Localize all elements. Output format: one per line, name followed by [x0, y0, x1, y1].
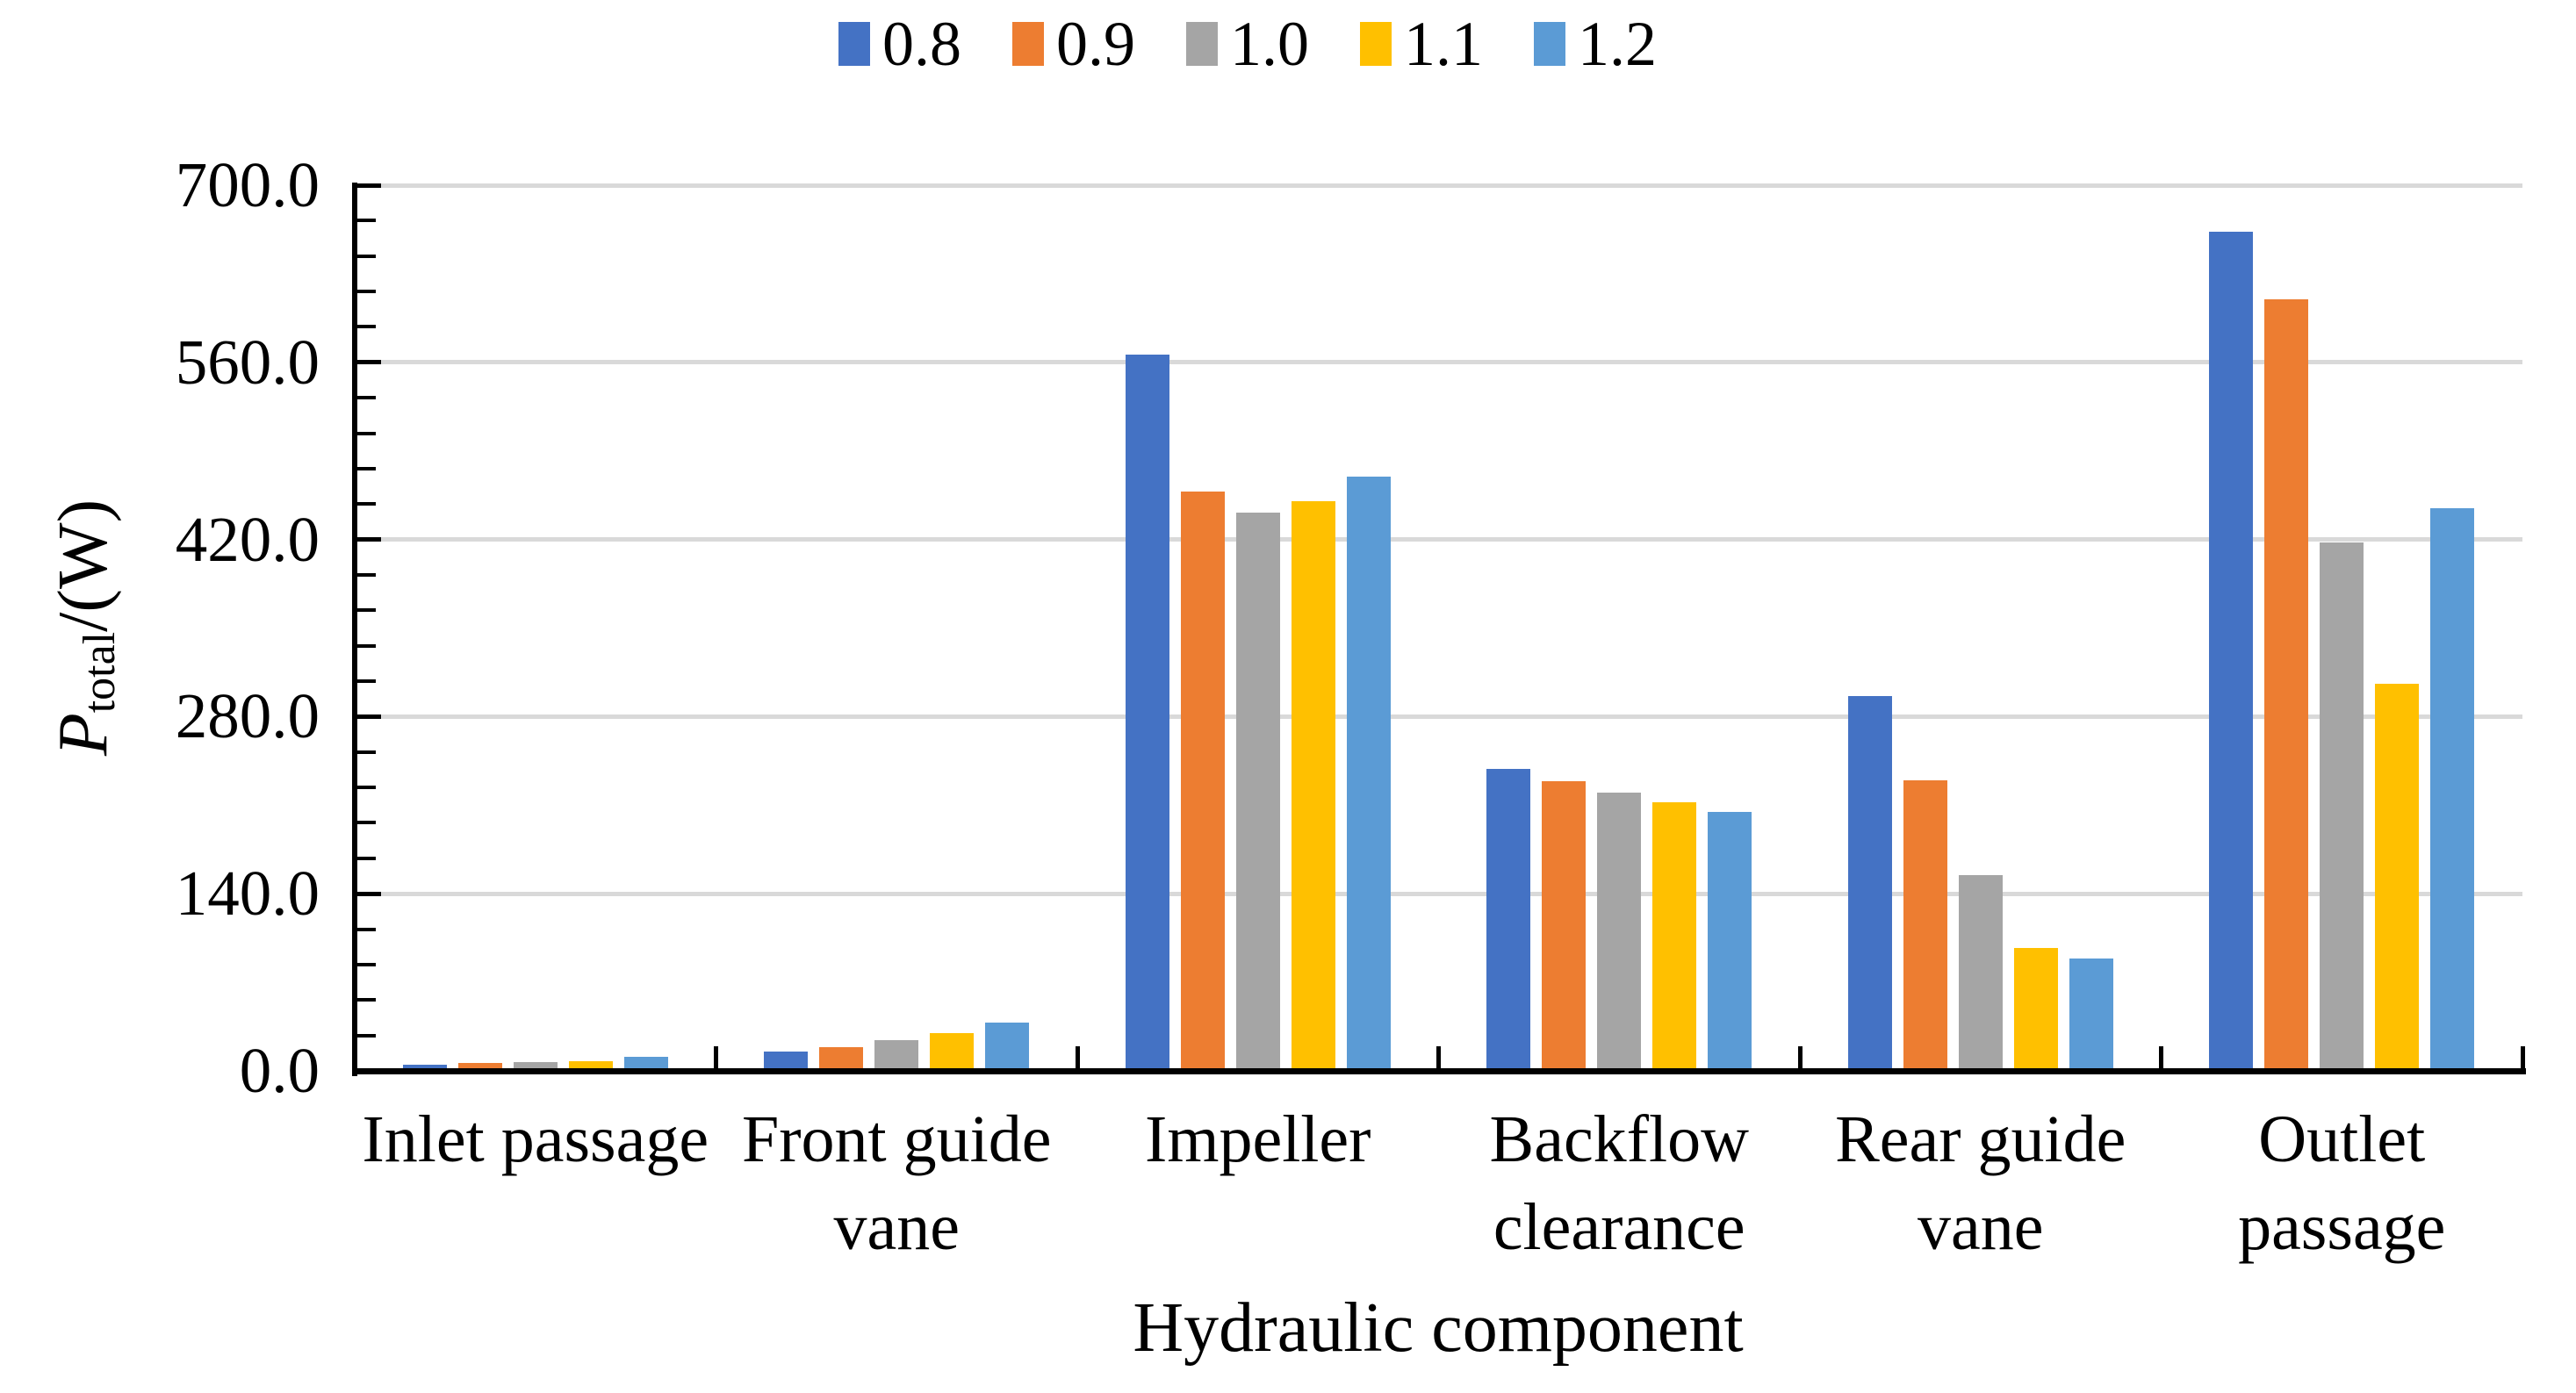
legend-label: 1.0 — [1230, 9, 1309, 79]
y-minor-tick — [357, 325, 376, 329]
category-label: Inlet passage — [362, 1102, 709, 1176]
category-label: Outlet passage — [2238, 1102, 2446, 1265]
bar — [513, 1061, 558, 1071]
bar — [1708, 811, 1752, 1071]
x-tick — [1797, 1046, 1802, 1071]
legend-label: 0.8 — [882, 9, 961, 79]
y-minor-tick — [357, 786, 376, 790]
bar — [1346, 476, 1391, 1071]
bar — [1847, 696, 1892, 1071]
gridline — [355, 891, 2522, 896]
legend-swatch — [1534, 22, 1565, 66]
y-axis-line — [352, 183, 357, 1076]
category-label: Backflow clearance — [1489, 1102, 1749, 1265]
category-label: Rear guide vane — [1835, 1102, 2126, 1265]
legend-item: 0.9 — [1012, 12, 1135, 75]
bar — [2209, 232, 2254, 1071]
legend-label: 1.2 — [1578, 9, 1657, 79]
y-minor-tick — [357, 502, 376, 506]
y-tick-label: 140.0 — [175, 858, 320, 930]
legend-swatch — [838, 22, 870, 66]
bar — [2013, 948, 2058, 1071]
y-minor-tick — [357, 750, 376, 754]
bar — [1652, 802, 1697, 1071]
y-minor-tick — [357, 962, 376, 966]
legend-item: 0.8 — [838, 12, 961, 75]
x-axis-title: Hydraulic component — [1133, 1289, 1744, 1367]
y-minor-tick — [357, 927, 376, 931]
bar — [2375, 683, 2420, 1071]
y-major-tick — [357, 891, 381, 896]
bar — [1958, 874, 2003, 1071]
bar — [930, 1032, 975, 1071]
y-tick-label: 700.0 — [175, 149, 320, 220]
y-minor-tick — [357, 396, 376, 400]
bar — [2320, 542, 2364, 1071]
x-tick — [1075, 1046, 1080, 1071]
y-major-tick — [357, 183, 381, 188]
legend-item: 1.0 — [1186, 12, 1309, 75]
bar — [1542, 780, 1587, 1071]
y-major-tick — [357, 537, 381, 542]
bar — [1125, 355, 1169, 1071]
y-tick-label: 280.0 — [175, 680, 320, 752]
bar — [1235, 513, 1280, 1071]
y-minor-tick — [357, 679, 376, 684]
y-minor-tick — [357, 821, 376, 825]
gridline — [355, 537, 2522, 542]
y-minor-tick — [357, 1033, 376, 1038]
x-tick — [714, 1046, 718, 1071]
bar — [764, 1052, 809, 1071]
y-minor-tick — [357, 290, 376, 294]
legend-label: 0.9 — [1056, 9, 1135, 79]
legend: 0.8 0.9 1.0 1.1 1.2 — [838, 12, 1657, 75]
x-axis-line — [352, 1068, 2526, 1074]
category-label: Impeller — [1145, 1102, 1371, 1176]
bar — [985, 1023, 1030, 1071]
bar — [2264, 298, 2309, 1071]
bar — [2430, 507, 2475, 1071]
gridline — [355, 360, 2522, 365]
x-tick — [1436, 1046, 1441, 1071]
y-tick-label: 0.0 — [239, 1035, 320, 1106]
y-minor-tick — [357, 219, 376, 223]
bar — [457, 1063, 502, 1071]
legend-swatch — [1012, 22, 1044, 66]
y-minor-tick — [357, 643, 376, 648]
y-major-tick — [357, 714, 381, 719]
y-minor-tick — [357, 608, 376, 613]
x-tick — [2159, 1046, 2163, 1071]
y-minor-tick — [357, 254, 376, 258]
bar — [2069, 958, 2113, 1071]
y-minor-tick — [357, 998, 376, 1002]
bar — [1291, 501, 1335, 1071]
legend-label: 1.1 — [1404, 9, 1483, 79]
y-tick-label: 560.0 — [175, 326, 320, 398]
y-minor-tick — [357, 856, 376, 860]
bar — [568, 1060, 613, 1071]
bar — [874, 1040, 919, 1071]
x-tick — [2520, 1046, 2525, 1071]
bar — [402, 1064, 447, 1071]
bar — [623, 1057, 668, 1071]
gridline — [355, 183, 2522, 188]
y-minor-tick — [357, 466, 376, 470]
bar — [1180, 491, 1225, 1071]
y-major-tick — [357, 360, 381, 365]
y-tick-label: 420.0 — [175, 503, 320, 575]
bar — [1597, 792, 1642, 1071]
legend-item: 1.1 — [1360, 12, 1483, 75]
bar — [1486, 768, 1531, 1071]
legend-swatch — [1360, 22, 1392, 66]
gridline — [355, 714, 2522, 719]
category-label: Front guide vane — [741, 1102, 1052, 1265]
y-minor-tick — [357, 431, 376, 435]
bar — [1903, 779, 1947, 1071]
legend-swatch — [1186, 22, 1218, 66]
legend-item: 1.2 — [1534, 12, 1657, 75]
y-minor-tick — [357, 572, 376, 577]
bar — [819, 1046, 864, 1071]
